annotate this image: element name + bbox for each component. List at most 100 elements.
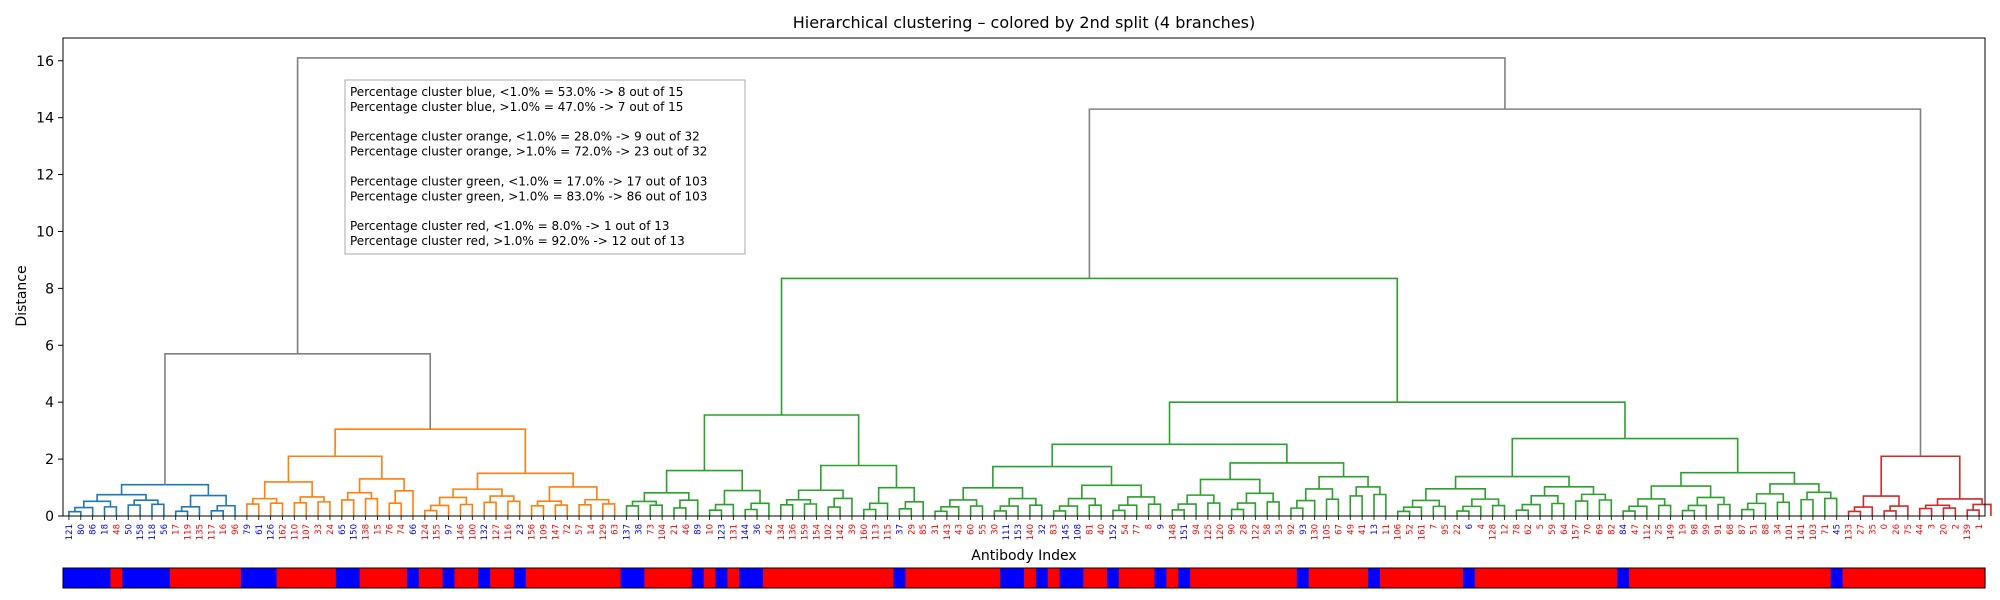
leaf-label: 73 [646, 524, 656, 535]
leaf-label: 12 [1501, 524, 1511, 535]
leaf-label: 82 [1607, 524, 1617, 535]
color-bar-cell [110, 568, 123, 588]
color-bar-cell [1035, 568, 1049, 588]
dendrogram-link [1681, 509, 1696, 516]
color-bar-cell [1462, 568, 1476, 588]
color-bar-cell [1783, 568, 1796, 588]
leaf-label: 24 [326, 524, 336, 535]
color-bar-cell [596, 568, 610, 588]
color-bar-cell [288, 568, 301, 588]
dendrogram-link [269, 502, 284, 516]
color-bar-cell [881, 568, 895, 588]
leaf-label: 34 [1773, 524, 1783, 535]
leaf-label: 11 [1382, 524, 1392, 535]
dendrogram-link [703, 414, 860, 471]
color-bar-cell [1118, 568, 1132, 588]
color-bar-cell [1723, 568, 1737, 588]
leaf-label: 136 [789, 524, 799, 540]
leaf-label: 100 [468, 524, 478, 540]
leaf-label: 83 [1050, 524, 1060, 535]
leaf-label: 68 [1726, 524, 1736, 535]
leaf-label: 2 [1951, 524, 1961, 529]
leaf-label: 28 [1239, 524, 1249, 535]
color-bar-cell [1095, 568, 1108, 588]
leaf-label: 51 [1750, 524, 1760, 535]
color-bar-cell [1581, 568, 1595, 588]
color-bar-cell [1866, 568, 1879, 588]
color-bar-cell [762, 568, 776, 588]
y-tick-label: 6 [45, 338, 54, 354]
color-bar-cell [1166, 568, 1179, 588]
annotation-line: Percentage cluster red, >1.0% = 92.0% ->… [350, 234, 685, 248]
dendrogram-link [1304, 488, 1334, 501]
leaf-label: 65 [338, 524, 348, 535]
leaf-label: 130 [1311, 524, 1321, 540]
leaf-label: 141 [1797, 524, 1807, 540]
dendrogram-link [548, 486, 598, 502]
leaf-label: 108 [1073, 524, 1083, 540]
dendrogram-link [1580, 493, 1607, 502]
color-bar-cell [1439, 568, 1452, 588]
color-bar-cell [395, 568, 408, 588]
leaf-label: 79 [243, 524, 253, 535]
dendrogram-link [1511, 437, 1739, 477]
leaf-label: 62 [1524, 524, 1534, 535]
color-bar-cell [1771, 568, 1784, 588]
color-bar-cell [1047, 568, 1061, 588]
dendrogram-link [1966, 509, 1980, 516]
leaf-label: 126 [267, 524, 277, 540]
color-bar-cell [893, 568, 906, 588]
color-bar-cell [1415, 568, 1428, 588]
dendrogram-link [252, 497, 278, 505]
color-bar-cell [1640, 568, 1654, 588]
color-bar-cell [1024, 568, 1037, 588]
dendrogram-link [1847, 510, 1862, 516]
color-bar-cell [1973, 568, 1986, 588]
dendrogram-link [1402, 506, 1423, 516]
color-bar-cell [715, 568, 728, 588]
leaf-label: 43 [955, 524, 965, 535]
color-bar-cell [1261, 568, 1274, 588]
color-bar-cell [157, 568, 171, 588]
color-bar-cell [1747, 568, 1761, 588]
leaf-label: 57 [575, 524, 585, 535]
leaf-label: 42 [765, 524, 775, 535]
color-bar-cell [74, 568, 88, 588]
dendrogram-link [898, 507, 913, 516]
dendrogram-link [1396, 510, 1411, 516]
leaf-label: 18 [101, 524, 111, 535]
color-bar-cell [739, 568, 752, 588]
dendrogram-link [1081, 484, 1142, 499]
color-bar-cell [644, 568, 657, 588]
dendrogram-link [82, 500, 112, 508]
color-bar-cell [1830, 568, 1844, 588]
color-bar-cell [454, 568, 467, 588]
color-bar-cell [1344, 568, 1357, 588]
leaf-label: 81 [1085, 524, 1095, 535]
color-bar-cell [1332, 568, 1345, 588]
color-bar-cell [276, 568, 290, 588]
leaf-label: 120 [1216, 524, 1226, 540]
annotation-line: Percentage cluster orange, <1.0% = 28.0%… [350, 130, 700, 144]
color-bar-cell [703, 568, 717, 588]
color-bar-cell [1379, 568, 1393, 588]
color-bar-cell [585, 568, 598, 588]
color-bar-cell [857, 568, 871, 588]
dendrogram-link [1088, 108, 1922, 457]
leaf-label: 72 [563, 524, 573, 535]
dendrogram-link [1889, 505, 1909, 516]
leaf-label: 161 [1417, 524, 1427, 540]
leaf-label: 32 [1038, 524, 1048, 535]
leaf-label: 109 [540, 524, 550, 540]
dendrogram-link [1515, 509, 1530, 516]
color-bar-cell [1083, 568, 1096, 588]
leaf-label: 104 [658, 524, 668, 540]
leaf-label: 87 [1738, 524, 1748, 535]
leaf-label: 50 [124, 524, 134, 535]
leaf-label: 20 [1939, 524, 1949, 535]
color-bar-cell [169, 568, 183, 588]
dendrogram-link [103, 506, 118, 516]
dendrogram-link [334, 428, 527, 474]
color-bar-cell [1308, 568, 1322, 588]
